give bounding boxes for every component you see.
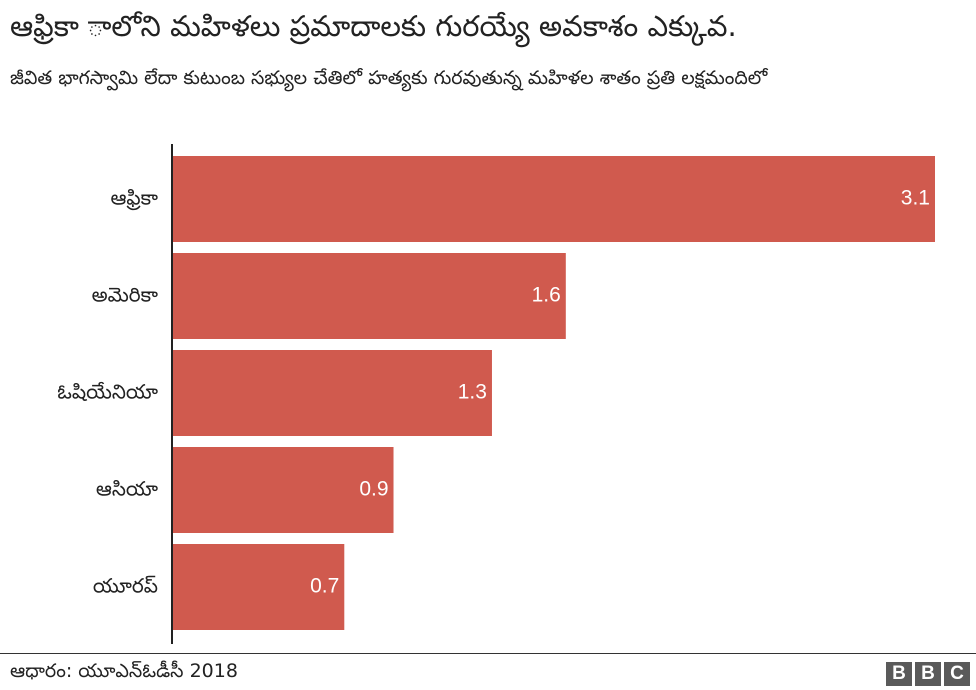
value-label-5: 0.7: [310, 575, 339, 598]
bbc-logo-letter-2: B: [915, 662, 941, 686]
footer-divider: [0, 653, 976, 654]
value-label-1: 3.1: [901, 187, 930, 210]
bbc-logo-letter-1: B: [886, 662, 912, 686]
category-label-1: ఆఫ్రికా: [110, 186, 158, 211]
category-label-3: ఓషియేనియా: [57, 380, 158, 404]
category-label-4: ఆసియా: [96, 477, 158, 501]
value-label-3: 1.3: [458, 381, 487, 404]
bar-2: [172, 253, 566, 339]
bbc-logo: B B C: [886, 662, 970, 686]
bar-chart: ఆఫ్రికా 3.1 అమెరికా 1.6 ఓషియేనియా 1.3 ఆసియా 0.9…: [57, 144, 935, 644]
bar-3: [172, 350, 492, 436]
category-label-5: యూరప్: [93, 574, 158, 598]
value-label-2: 1.6: [532, 284, 561, 307]
chart-subtitle: జీవిత భాగస్వామి లేదా కుటుంబ సభ్యుల చేతిల…: [10, 67, 768, 89]
bar-1: [172, 156, 935, 242]
value-label-4: 0.9: [359, 478, 388, 501]
category-label-2: అమెరికా: [92, 283, 159, 307]
bar-5: [172, 544, 345, 630]
bbc-logo-letter-3: C: [944, 662, 970, 686]
source-note: ఆధారం: యూఎన్ఓడీసీ 2018: [10, 660, 238, 682]
chart-title: ఆఫ్రికా ాలోని మహిళలు ప్రమాదాలకు గురయ్యే …: [10, 9, 737, 43]
bar-4: [172, 447, 394, 533]
